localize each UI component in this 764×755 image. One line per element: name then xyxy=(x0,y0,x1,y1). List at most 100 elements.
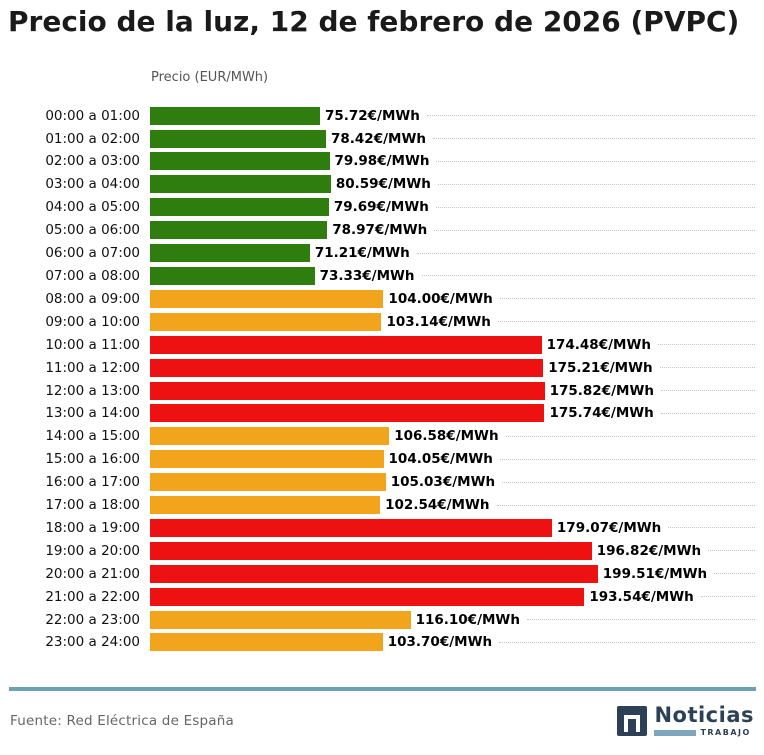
hour-label: 19:00 a 20:00 xyxy=(45,542,140,559)
hour-label: 11:00 a 12:00 xyxy=(45,359,140,376)
leader-line xyxy=(660,390,755,392)
brand-logo-text: Noticias TRABAJO xyxy=(654,704,754,737)
leader-line xyxy=(660,412,755,414)
hour-label: 00:00 a 01:00 xyxy=(45,107,140,124)
bar-area: 103.70€/MWh xyxy=(150,633,756,652)
leader-line xyxy=(437,183,755,185)
bar-row: 18:00 a 19:00 179.07€/MWh xyxy=(0,517,756,540)
bar-row: 07:00 a 08:00 73.33€/MWh xyxy=(0,265,756,288)
price-bar xyxy=(150,244,310,263)
leader-line xyxy=(499,641,755,643)
price-bar xyxy=(150,518,552,537)
source-text: Fuente: Red Eléctrica de España xyxy=(10,712,235,729)
bar-row: 09:00 a 10:00 103.14€/MWh xyxy=(0,310,756,333)
price-value: 174.48€/MWh xyxy=(546,336,651,353)
hour-label: 07:00 a 08:00 xyxy=(45,267,140,284)
hour-label: 18:00 a 19:00 xyxy=(45,519,140,536)
bar-row: 02:00 a 03:00 79.98€/MWh xyxy=(0,150,756,173)
price-value: 105.03€/MWh xyxy=(390,474,496,491)
price-bar xyxy=(150,312,382,331)
hour-label: 21:00 a 22:00 xyxy=(45,588,140,605)
bar-area: 104.05€/MWh xyxy=(150,450,756,469)
leader-line xyxy=(436,160,755,162)
hour-label: 22:00 a 23:00 xyxy=(45,611,140,628)
leader-line xyxy=(421,275,755,277)
hour-label: 04:00 a 05:00 xyxy=(45,199,140,216)
price-bar xyxy=(150,381,545,400)
bar-area: 73.33€/MWh xyxy=(150,266,756,285)
bar-chart: 00:00 a 01:00 75.72€/MWh 01:00 a 02:00 78.4… xyxy=(0,104,756,654)
bar-row: 11:00 a 12:00 175.21€/MWh xyxy=(0,356,756,379)
bar-row: 08:00 a 09:00 104.00€/MWh xyxy=(0,287,756,310)
bar-area: 193.54€/MWh xyxy=(150,587,756,606)
price-value: 179.07€/MWh xyxy=(556,519,662,536)
price-bar xyxy=(150,152,330,171)
bar-area: 174.48€/MWh xyxy=(150,335,756,354)
footer: Fuente: Red Eléctrica de España Noticias… xyxy=(10,704,754,737)
bar-row: 15:00 a 16:00 104.05€/MWh xyxy=(0,448,756,471)
price-bar xyxy=(150,175,331,194)
bar-area: 106.58€/MWh xyxy=(150,427,756,446)
brand-logo-icon xyxy=(617,705,648,736)
hour-label: 23:00 a 24:00 xyxy=(45,634,140,651)
bar-area: 78.97€/MWh xyxy=(150,221,756,240)
price-bar xyxy=(150,473,386,492)
bar-area: 79.98€/MWh xyxy=(150,152,756,171)
leader-line xyxy=(499,298,755,300)
hour-label: 03:00 a 04:00 xyxy=(45,176,140,193)
price-value: 79.69€/MWh xyxy=(333,199,429,216)
price-value: 78.97€/MWh xyxy=(332,222,428,239)
price-bar xyxy=(150,496,381,515)
hour-label: 01:00 a 02:00 xyxy=(45,130,140,147)
bar-area: 102.54€/MWh xyxy=(150,496,756,515)
bar-row: 00:00 a 01:00 75.72€/MWh xyxy=(0,104,756,127)
leader-line xyxy=(502,481,755,483)
leader-line xyxy=(416,252,755,254)
bar-area: 175.21€/MWh xyxy=(150,358,756,377)
bar-area: 103.14€/MWh xyxy=(150,312,756,331)
bar-area: 105.03€/MWh xyxy=(150,473,756,492)
hour-label: 16:00 a 17:00 xyxy=(45,474,140,491)
bar-row: 14:00 a 15:00 106.58€/MWh xyxy=(0,425,756,448)
bar-row: 05:00 a 06:00 78.97€/MWh xyxy=(0,219,756,242)
hour-label: 06:00 a 07:00 xyxy=(45,245,140,262)
leader-line xyxy=(435,206,755,208)
price-bar xyxy=(150,289,384,308)
bar-row: 06:00 a 07:00 71.21€/MWh xyxy=(0,242,756,265)
bar-area: 199.51€/MWh xyxy=(150,564,756,583)
price-value: 103.70€/MWh xyxy=(387,634,493,651)
price-bar xyxy=(150,266,315,285)
hour-label: 09:00 a 10:00 xyxy=(45,313,140,330)
brand-tagline-row: TRABAJO xyxy=(654,728,754,737)
bar-area: 104.00€/MWh xyxy=(150,289,756,308)
chart-title: Precio de la luz, 12 de febrero de 2026 … xyxy=(8,5,740,38)
price-bar xyxy=(150,450,384,469)
price-value: 175.82€/MWh xyxy=(549,382,654,399)
leader-line xyxy=(496,504,755,506)
bar-area: 196.82€/MWh xyxy=(150,541,756,560)
price-bar xyxy=(150,633,383,652)
price-bar xyxy=(150,335,542,354)
hour-label: 17:00 a 18:00 xyxy=(45,497,140,514)
price-value: 71.21€/MWh xyxy=(314,245,410,262)
hour-label: 02:00 a 03:00 xyxy=(45,153,140,170)
leader-line xyxy=(526,619,755,621)
hour-label: 14:00 a 15:00 xyxy=(45,428,140,445)
bar-area: 78.42€/MWh xyxy=(150,129,756,148)
leader-line xyxy=(668,527,755,529)
bar-row: 13:00 a 14:00 175.74€/MWh xyxy=(0,402,756,425)
price-bar xyxy=(150,541,592,560)
price-value: 193.54€/MWh xyxy=(589,588,694,605)
hour-label: 08:00 a 09:00 xyxy=(45,290,140,307)
price-bar xyxy=(150,129,326,148)
leader-line xyxy=(657,344,755,346)
price-value: 79.98€/MWh xyxy=(334,153,430,170)
price-value: 75.72€/MWh xyxy=(324,107,420,124)
leader-line xyxy=(434,229,755,231)
price-bar xyxy=(150,564,598,583)
price-value: 80.59€/MWh xyxy=(335,176,431,193)
price-bar xyxy=(150,587,585,606)
axis-label: Precio (EUR/MWh) xyxy=(151,70,269,86)
bar-row: 22:00 a 23:00 116.10€/MWh xyxy=(0,608,756,631)
bar-row: 20:00 a 21:00 199.51€/MWh xyxy=(0,562,756,585)
